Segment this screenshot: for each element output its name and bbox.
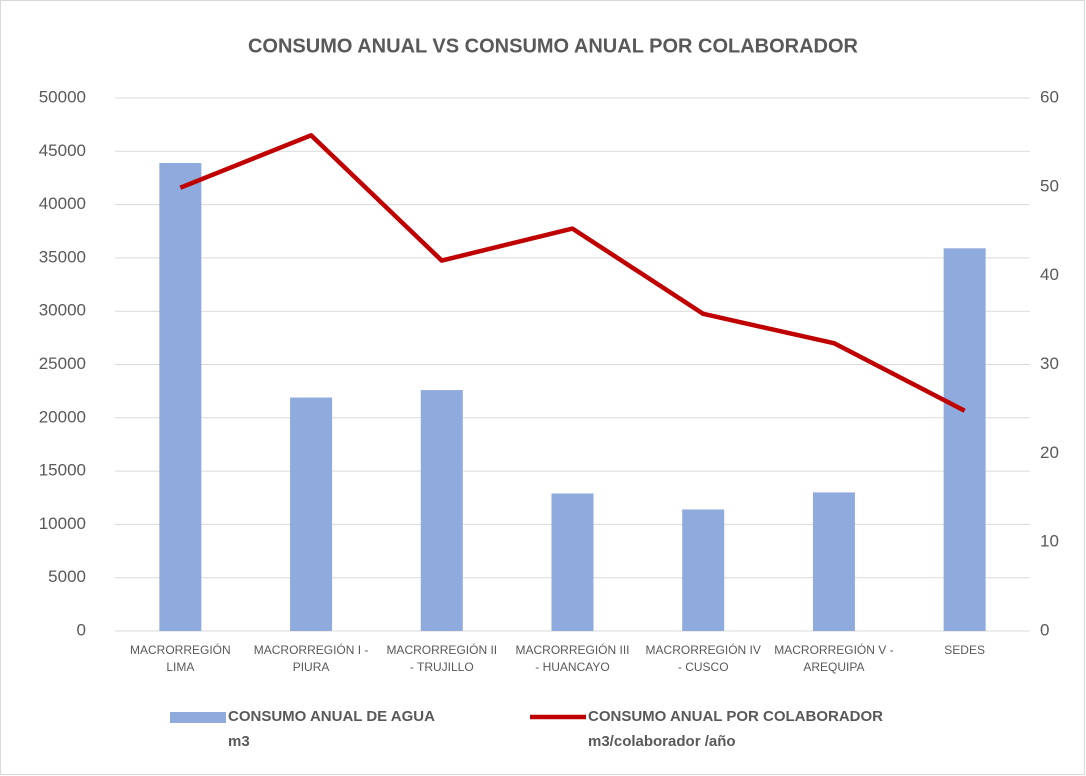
x-tick-label: MACRORREGIÓN II - TRUJILLO [386,642,497,674]
x-tick-label: MACRORREGIÓN III - HUANCAYO [515,642,629,674]
y2-tick-label: 60 [1040,87,1059,106]
line [179,133,966,413]
x-tick-label: MACRORREGIÓN LIMA [130,642,231,674]
y2-tick-label: 40 [1040,265,1059,284]
legend-label: CONSUMO ANUAL DE AGUA m3 [228,708,435,750]
y-tick-label: 25000 [39,354,86,373]
legend-swatch [170,712,226,723]
y-tick-label: 45000 [39,141,86,160]
bar [420,390,463,631]
bar [682,509,725,631]
y-tick-label: 5000 [48,567,86,586]
chart-title: CONSUMO ANUAL VS CONSUMO ANUAL POR COLAB… [248,35,859,57]
y2-tick-label: 0 [1040,620,1049,639]
y-tick-label: 50000 [39,87,86,106]
legend-label: CONSUMO ANUAL POR COLABORADOR m3/colabora… [588,708,883,750]
y-tick-label: 10000 [39,514,86,533]
bar [290,397,333,631]
y-tick-label: 30000 [39,301,86,320]
y2-tick-label: 30 [1040,354,1059,373]
y-tick-label: 40000 [39,194,86,213]
bar [812,492,855,631]
y2-tick-label: 50 [1040,176,1059,195]
y-tick-label: 15000 [39,461,86,480]
y2-tick-label: 10 [1040,532,1059,551]
x-tick-label: SEDES [944,643,985,657]
x-tick-label: MACRORREGIÓN V -AREQUIPA [774,642,893,674]
bar [159,163,202,631]
x-tick-label: MACRORREGIÓN IV - CUSCO [646,642,761,674]
y-tick-label: 0 [77,620,86,639]
y2-tick-label: 20 [1040,443,1059,462]
y-tick-label: 20000 [39,407,86,426]
x-tick-label: MACRORREGIÓN I -PIURA [254,642,369,674]
bar [943,248,986,631]
y-tick-label: 35000 [39,247,86,266]
bar [551,493,594,631]
